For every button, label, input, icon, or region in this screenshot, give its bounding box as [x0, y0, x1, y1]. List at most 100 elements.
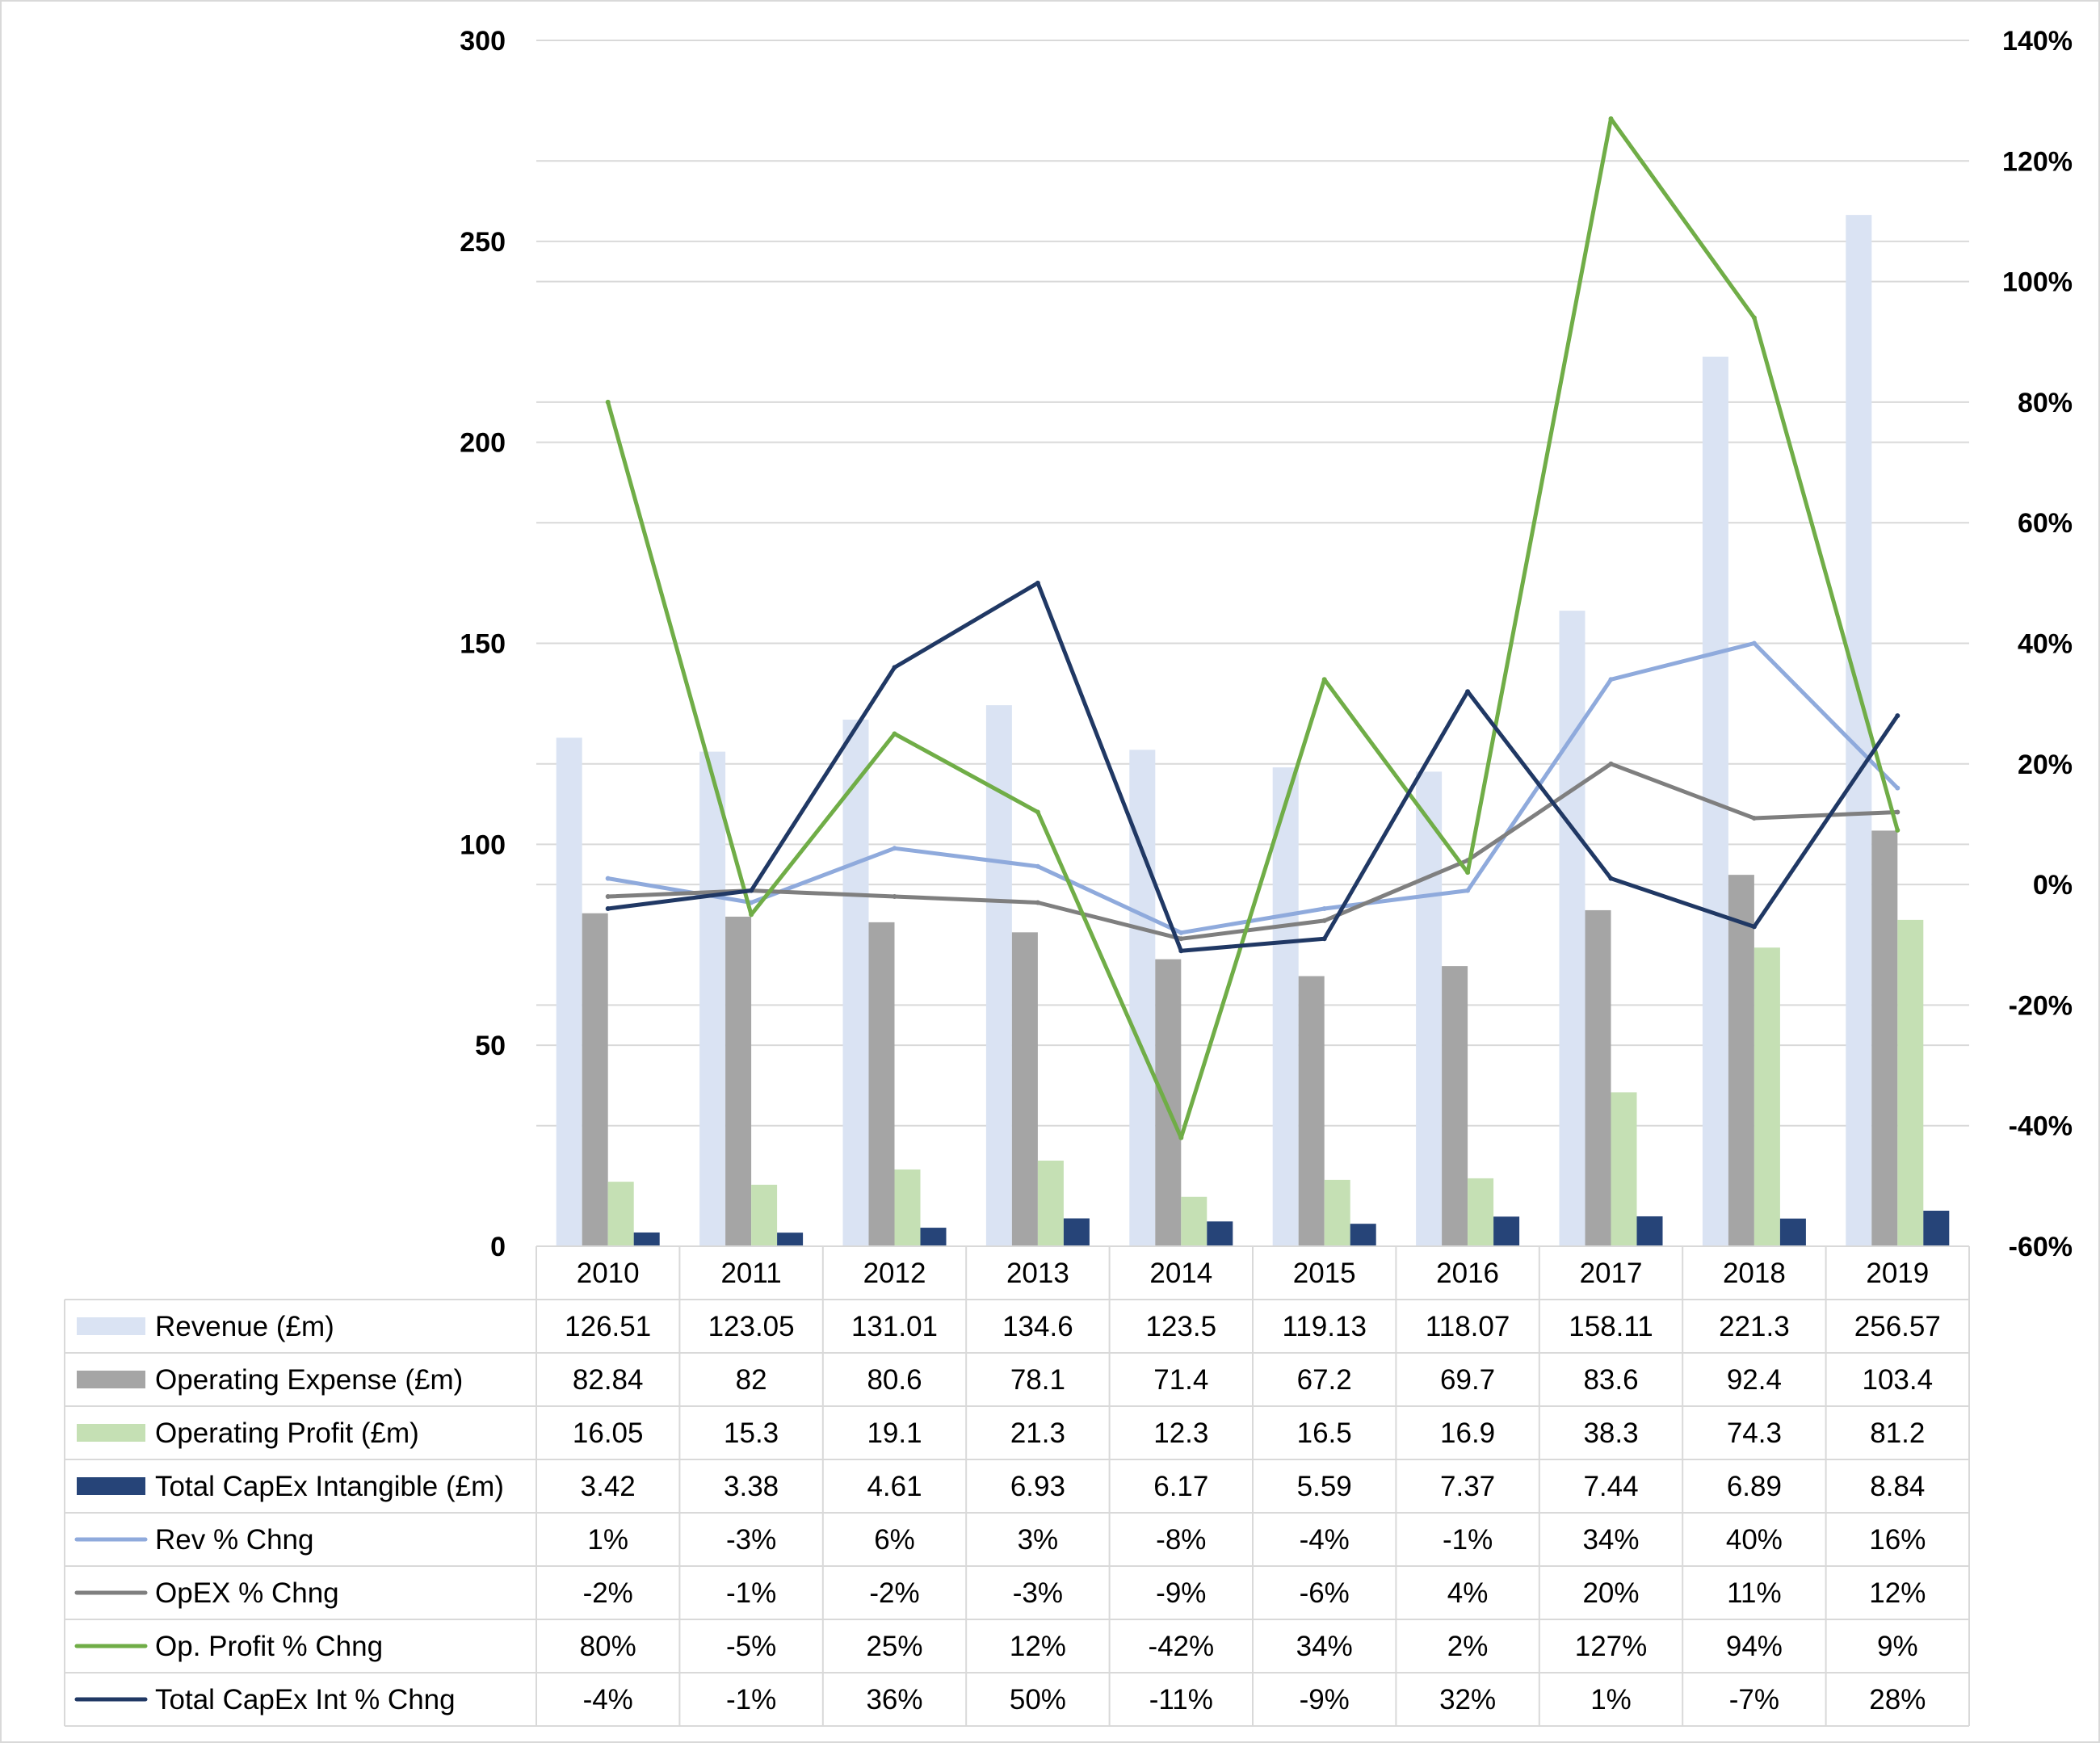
x-category-label: 2011: [720, 1258, 781, 1289]
x-category-label: 2017: [1580, 1258, 1643, 1289]
table-cell-total-capex-int-pct-chng-2013: 50%: [1010, 1684, 1066, 1716]
x-category-label: 2016: [1436, 1258, 1499, 1289]
table-cell-total-capex-intangible-gbpm-2019: 8.84: [1870, 1471, 1925, 1502]
bar-revenue-gbpm-2019: [1846, 215, 1872, 1247]
bar-operating-expense-gbpm-2015: [1298, 976, 1325, 1246]
table-cell-revenue-gbpm-2018: 221.3: [1719, 1311, 1790, 1342]
table-row-label: Rev % Chng: [155, 1524, 313, 1556]
table-cell-op-profit-pct-chng-2015: 34%: [1296, 1631, 1353, 1662]
table-cell-total-capex-int-pct-chng-2015: -9%: [1300, 1684, 1350, 1716]
table-cell-operating-profit-gbpm-2012: 19.1: [867, 1417, 922, 1449]
line-rev-pct-chng: [606, 641, 1900, 935]
table-cell-op-profit-pct-chng-2016: 2%: [1447, 1631, 1489, 1662]
y-right-tick-label: -20%: [2009, 990, 2073, 1021]
table-cell-rev-pct-chng-2019: 16%: [1869, 1524, 1926, 1556]
y-right-tick-label: 80%: [2018, 388, 2073, 418]
table-cell-operating-expense-gbpm-2019: 103.4: [1863, 1364, 1934, 1396]
table-cell-opex-pct-chng-2012: -2%: [869, 1577, 919, 1609]
bar-revenue-gbpm-2012: [842, 720, 869, 1246]
table-cell-operating-profit-gbpm-2014: 12.3: [1153, 1417, 1208, 1449]
table-cell-operating-profit-gbpm-2018: 74.3: [1727, 1417, 1782, 1449]
bar-total-capex-intangible-gbpm-2015: [1350, 1224, 1376, 1246]
bar-operating-expense-gbpm-2016: [1442, 966, 1468, 1246]
table-cell-total-capex-int-pct-chng-2012: 36%: [866, 1684, 922, 1716]
table-cell-operating-expense-gbpm-2018: 92.4: [1727, 1364, 1782, 1396]
line-total-capex-int-pct-chng: [606, 581, 1900, 953]
axis-labels: 0 50 100 150 200 250 300 -60% -40% -20% 0% 20% 40% 60…: [460, 26, 2073, 1262]
y-right-tick-label: 100%: [2002, 267, 2073, 298]
bar-total-capex-intangible-gbpm-2014: [1207, 1221, 1233, 1246]
bar-revenue-gbpm-2016: [1416, 771, 1443, 1246]
table-cell-op-profit-pct-chng-2011: -5%: [726, 1631, 776, 1662]
table-cell-rev-pct-chng-2012: 6%: [874, 1524, 915, 1556]
point-opex-pct-chng-2017: [1608, 761, 1614, 766]
point-rev-pct-chng-2016: [1465, 888, 1471, 893]
x-category-label: 2015: [1293, 1258, 1356, 1289]
bar-total-capex-intangible-gbpm-2019: [1923, 1211, 1950, 1246]
table-cell-opex-pct-chng-2010: -2%: [583, 1577, 633, 1609]
table-cell-revenue-gbpm-2011: 123.05: [708, 1311, 795, 1342]
bar-operating-expense-gbpm-2017: [1585, 909, 1611, 1246]
y-left-tick-label: 300: [460, 26, 506, 57]
table-cell-total-capex-intangible-gbpm-2012: 4.61: [867, 1471, 922, 1502]
bar-operating-expense-gbpm-2010: [582, 913, 608, 1246]
table-cell-opex-pct-chng-2019: 12%: [1869, 1577, 1926, 1609]
bar-operating-profit-gbpm-2014: [1181, 1196, 1208, 1246]
table-cell-total-capex-int-pct-chng-2016: 32%: [1439, 1684, 1496, 1716]
legend-key-total-capex-intangible-gbpm: [77, 1477, 145, 1495]
x-category-label: 2014: [1149, 1258, 1212, 1289]
bar-operating-profit-gbpm-2010: [607, 1182, 634, 1246]
table-cell-revenue-gbpm-2013: 134.6: [1002, 1311, 1073, 1342]
table-cell-op-profit-pct-chng-2014: -42%: [1148, 1631, 1214, 1662]
bar-revenue-gbpm-2010: [556, 737, 582, 1246]
line-layer: [605, 116, 1900, 1140]
bar-operating-expense-gbpm-2014: [1155, 959, 1182, 1246]
table-cell-revenue-gbpm-2014: 123.5: [1146, 1311, 1217, 1342]
y-left-tick-label: 250: [460, 227, 506, 258]
y-left-tick-label: 150: [460, 629, 506, 660]
y-right-tick-label: 20%: [2018, 750, 2073, 780]
y-right-tick-label: 40%: [2018, 629, 2073, 660]
point-rev-pct-chng-2015: [1321, 905, 1327, 911]
y-right-tick-label: 120%: [2002, 146, 2073, 177]
table-cell-operating-profit-gbpm-2015: 16.5: [1297, 1417, 1352, 1449]
point-op-profit-pct-chng-2018: [1751, 315, 1757, 321]
point-total-capex-int-pct-chng-2012: [892, 665, 897, 670]
table-cell-total-capex-intangible-gbpm-2013: 6.93: [1010, 1471, 1065, 1502]
table-cell-opex-pct-chng-2014: -9%: [1156, 1577, 1206, 1609]
y-right-tick-label: -60%: [2009, 1232, 2073, 1262]
table-cell-revenue-gbpm-2019: 256.57: [1854, 1311, 1941, 1342]
point-op-profit-pct-chng-2010: [605, 399, 611, 405]
table-cell-op-profit-pct-chng-2012: 25%: [866, 1631, 922, 1662]
bar-operating-profit-gbpm-2011: [751, 1184, 778, 1246]
bar-operating-profit-gbpm-2015: [1324, 1179, 1350, 1246]
y-left-tick-label: 50: [475, 1031, 506, 1061]
bar-operating-expense-gbpm-2011: [725, 916, 752, 1246]
bar-operating-profit-gbpm-2012: [894, 1169, 921, 1246]
table-row-label: Operating Profit (£m): [155, 1417, 419, 1449]
bar-operating-profit-gbpm-2018: [1754, 947, 1780, 1246]
table-cell-opex-pct-chng-2011: -1%: [726, 1577, 776, 1609]
x-category-label: 2013: [1006, 1258, 1069, 1289]
table-cell-revenue-gbpm-2012: 131.01: [851, 1311, 938, 1342]
point-op-profit-pct-chng-2017: [1608, 116, 1614, 122]
table-cell-opex-pct-chng-2017: 20%: [1582, 1577, 1639, 1609]
point-total-capex-int-pct-chng-2010: [605, 905, 611, 911]
bar-operating-profit-gbpm-2019: [1897, 919, 1924, 1246]
point-total-capex-int-pct-chng-2013: [1035, 580, 1040, 586]
bar-total-capex-intangible-gbpm-2010: [633, 1232, 660, 1246]
table-cell-total-capex-int-pct-chng-2018: -7%: [1729, 1684, 1779, 1716]
table-cell-operating-profit-gbpm-2016: 16.9: [1440, 1417, 1495, 1449]
table-cell-operating-expense-gbpm-2010: 82.84: [573, 1364, 644, 1396]
bar-operating-profit-gbpm-2017: [1611, 1092, 1637, 1246]
table-cell-opex-pct-chng-2015: -6%: [1300, 1577, 1350, 1609]
table-cell-rev-pct-chng-2016: -1%: [1443, 1524, 1493, 1556]
table-cell-rev-pct-chng-2015: -4%: [1300, 1524, 1350, 1556]
point-opex-pct-chng-2014: [1178, 936, 1184, 942]
bar-revenue-gbpm-2015: [1272, 767, 1299, 1246]
table-row-label: Revenue (£m): [155, 1311, 334, 1342]
table-cell-operating-expense-gbpm-2014: 71.4: [1153, 1364, 1208, 1396]
table-cell-total-capex-int-pct-chng-2019: 28%: [1869, 1684, 1926, 1716]
